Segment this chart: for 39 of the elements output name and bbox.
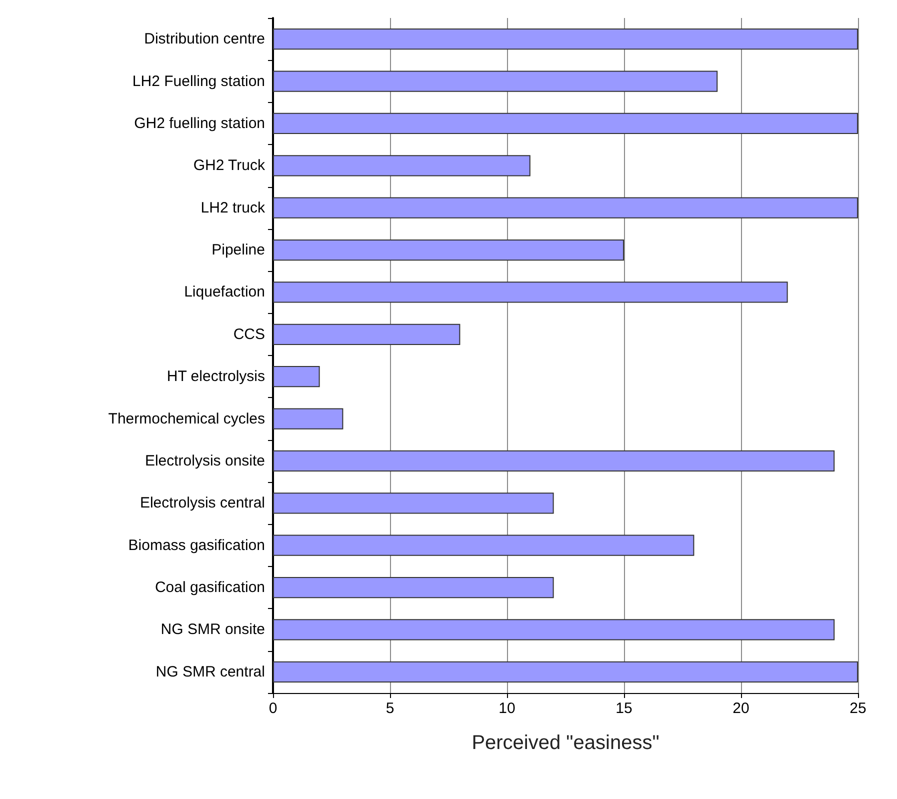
y-tick-label: Coal gasification	[154, 579, 265, 596]
x-tick-label: 20	[732, 700, 750, 717]
y-tick-label: HT electrolysis	[166, 368, 265, 386]
bar	[273, 282, 788, 303]
bar	[273, 619, 835, 640]
y-tick-label: CCS	[233, 326, 265, 343]
bar	[273, 534, 694, 556]
bar	[273, 576, 554, 598]
y-tick-label: Biomass gasification	[128, 536, 265, 554]
x-tick-label: 10	[498, 700, 516, 717]
bar	[273, 28, 858, 50]
bar	[273, 70, 718, 92]
bar	[273, 324, 460, 345]
bar	[273, 492, 554, 514]
bar	[273, 112, 858, 134]
x-axis-title: Perceived "easiness"	[472, 732, 660, 754]
y-tick-label: Thermochemical cycles	[108, 410, 265, 428]
y-tick-label: NG SMR central	[156, 663, 265, 680]
x-tick-label: 25	[850, 700, 866, 717]
y-tick-label: Electrolysis onsite	[144, 452, 265, 470]
bar	[273, 661, 858, 682]
y-tick-label: Liquefaction	[184, 284, 265, 301]
bar	[273, 239, 624, 261]
y-tick-label: NG SMR onsite	[160, 621, 265, 638]
y-tick-label: Electrolysis central	[140, 494, 265, 512]
x-tick-label: 0	[268, 700, 278, 717]
y-tick-label: LH2 truck	[200, 199, 266, 216]
y-tick-label: Distribution centre	[144, 30, 265, 48]
y-tick-label: Pipeline	[212, 242, 265, 259]
y-tick-label: GH2 fuelling station	[134, 114, 265, 132]
y-tick-label: GH2 Truck	[193, 157, 266, 174]
y-tick-label: LH2 Fuelling station	[132, 72, 265, 90]
x-tick-label: 15	[616, 700, 632, 717]
x-tick-label: 5	[386, 700, 394, 717]
bar	[273, 450, 835, 472]
bar	[273, 408, 344, 430]
bar	[273, 197, 858, 218]
bar	[273, 366, 320, 388]
bar	[273, 155, 530, 176]
